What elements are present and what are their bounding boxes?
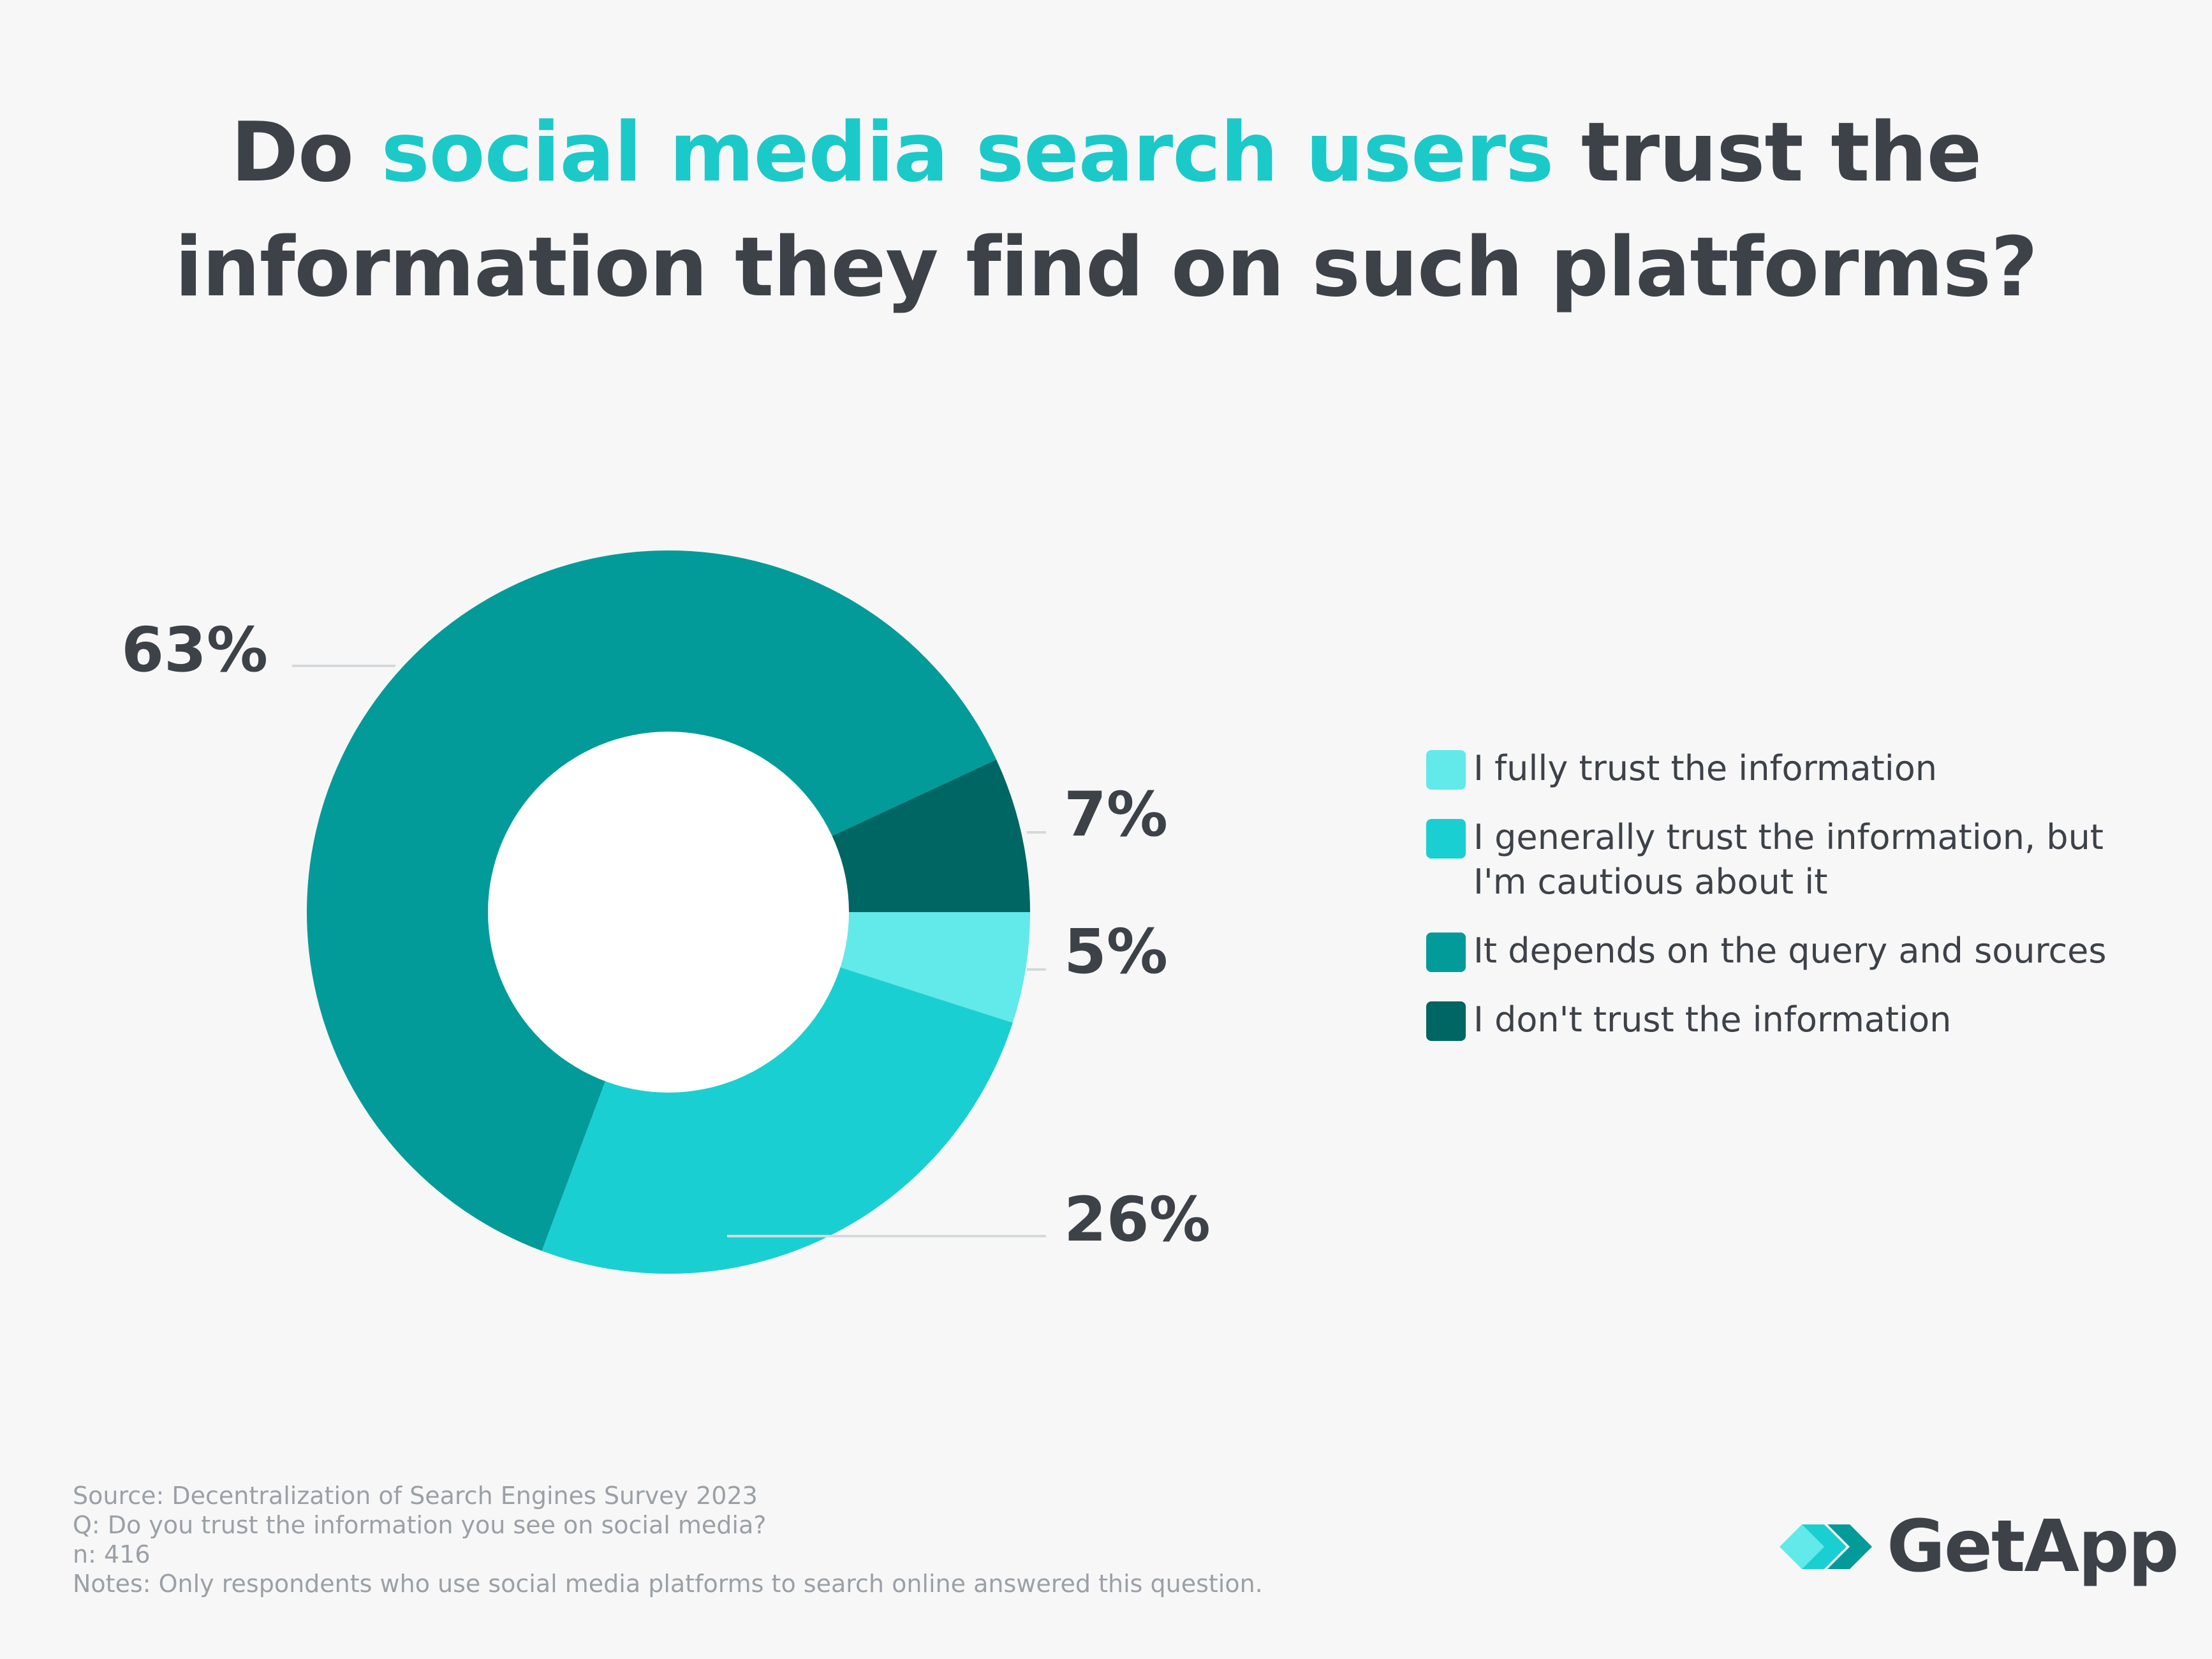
legend-item: I generally trust the information, but I… — [1426, 815, 2128, 904]
source-note: Source: Decentralization of Search Engin… — [73, 1482, 758, 1510]
donut-hole — [488, 732, 849, 1093]
legend-swatch — [1426, 933, 1466, 972]
legend-label: I generally trust the information, but I… — [1473, 817, 2104, 902]
data-label: 63% — [121, 614, 268, 686]
data-label: 26% — [1064, 1184, 1211, 1255]
legend-swatch — [1426, 819, 1466, 859]
getapp-logo: GetApp — [1773, 1505, 2179, 1588]
legend-label: I don't trust the information — [1473, 999, 1952, 1040]
data-label: 5% — [1064, 916, 1168, 987]
legend-item: I fully trust the information — [1426, 746, 2128, 791]
getapp-logo-text: GetApp — [1887, 1505, 2179, 1588]
legend-swatch — [1426, 1001, 1466, 1041]
legend-label: It depends on the query and sources — [1473, 931, 2107, 971]
legend-item: I don't trust the information — [1426, 998, 2128, 1042]
chart-legend: I fully trust the information I generally… — [1426, 746, 2128, 1066]
title-line-2: information they find on such platforms? — [174, 220, 2038, 315]
title-line-1: Do social media search users trust the — [230, 105, 1982, 200]
chart-footer: Source: Decentralization of Search Engin… — [73, 1481, 1263, 1598]
sample-size-note: n: 416 — [73, 1540, 151, 1568]
title-highlight: social media search users — [381, 105, 1554, 200]
data-labels: 5% 26% 63% 7% — [121, 614, 1211, 1255]
leader-lines — [292, 665, 1046, 1237]
notes-note: Notes: Only respondents who use social m… — [73, 1570, 1263, 1598]
legend-item: It depends on the query and sources — [1426, 929, 2128, 973]
legend-label: I fully trust the information — [1473, 748, 1937, 788]
chart-title: Do social media search users trust the i… — [0, 96, 2212, 325]
question-note: Q: Do you trust the information you see … — [73, 1511, 767, 1539]
data-label: 7% — [1064, 779, 1168, 850]
legend-swatch — [1426, 750, 1466, 790]
getapp-chevrons-icon — [1780, 1524, 1872, 1569]
